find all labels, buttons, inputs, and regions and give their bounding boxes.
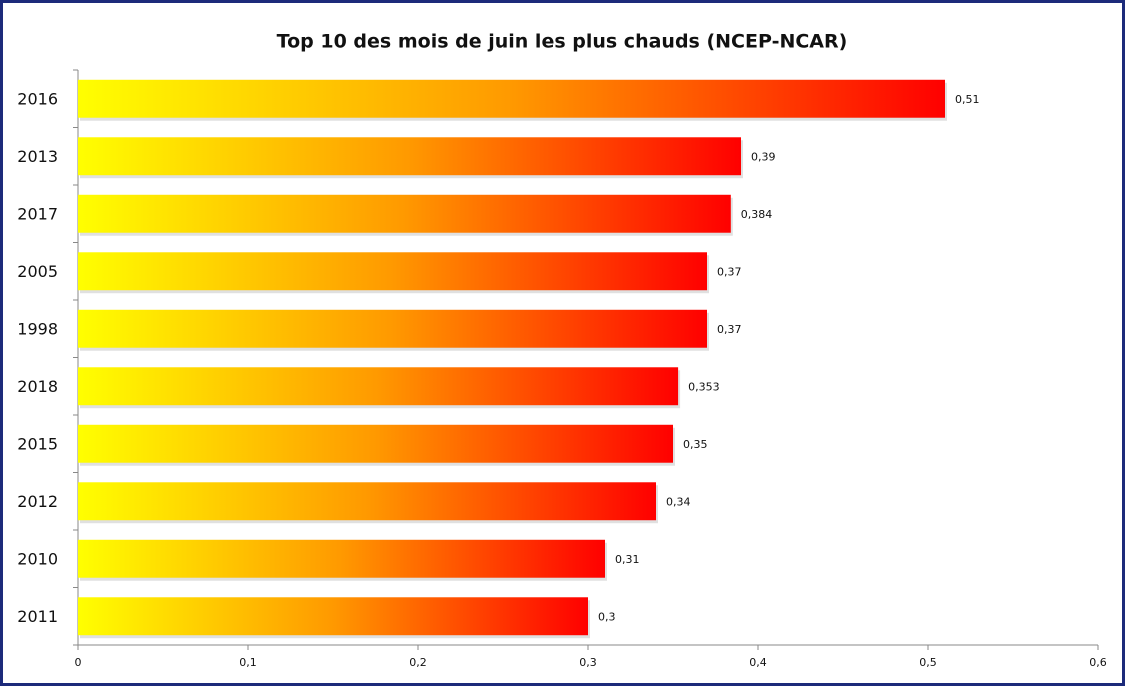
value-label: 0,37 [717, 265, 742, 278]
x-tick-label: 0,4 [749, 656, 767, 669]
bar [78, 424, 673, 463]
bar [78, 79, 945, 118]
y-tick-label: 2010 [17, 549, 58, 568]
bar [78, 252, 707, 291]
x-tick-label: 0 [75, 656, 82, 669]
bar [78, 367, 679, 406]
chart-title: Top 10 des mois de juin les plus chauds … [277, 31, 848, 53]
y-tick-label: 2017 [17, 204, 58, 223]
value-label: 0,35 [683, 438, 708, 451]
bar [78, 539, 605, 578]
bar [78, 482, 656, 521]
value-label: 0,51 [955, 93, 980, 106]
x-tick-label: 0,2 [409, 656, 427, 669]
value-label: 0,37 [717, 323, 742, 336]
y-tick-label: 2005 [17, 262, 58, 281]
x-tick-label: 0,6 [1089, 656, 1107, 669]
value-label: 0,3 [598, 610, 616, 623]
y-tick-label: 2011 [17, 607, 58, 626]
y-tick-label: 2018 [17, 377, 58, 396]
value-label: 0,384 [741, 208, 773, 221]
bar [78, 194, 731, 233]
value-label: 0,34 [666, 495, 691, 508]
value-label: 0,353 [688, 380, 720, 393]
y-tick-label: 2016 [17, 89, 58, 108]
y-tick-label: 2013 [17, 147, 58, 166]
value-label: 0,31 [615, 553, 640, 566]
y-tick-label: 2012 [17, 492, 58, 511]
x-tick-label: 0,1 [239, 656, 257, 669]
y-tick-label: 2015 [17, 434, 58, 453]
x-tick-label: 0,3 [579, 656, 597, 669]
value-label: 0,39 [751, 150, 776, 163]
bar [78, 137, 741, 176]
bar [78, 309, 707, 348]
x-tick-label: 0,5 [919, 656, 937, 669]
y-tick-label: 1998 [17, 319, 58, 338]
bar [78, 597, 588, 636]
